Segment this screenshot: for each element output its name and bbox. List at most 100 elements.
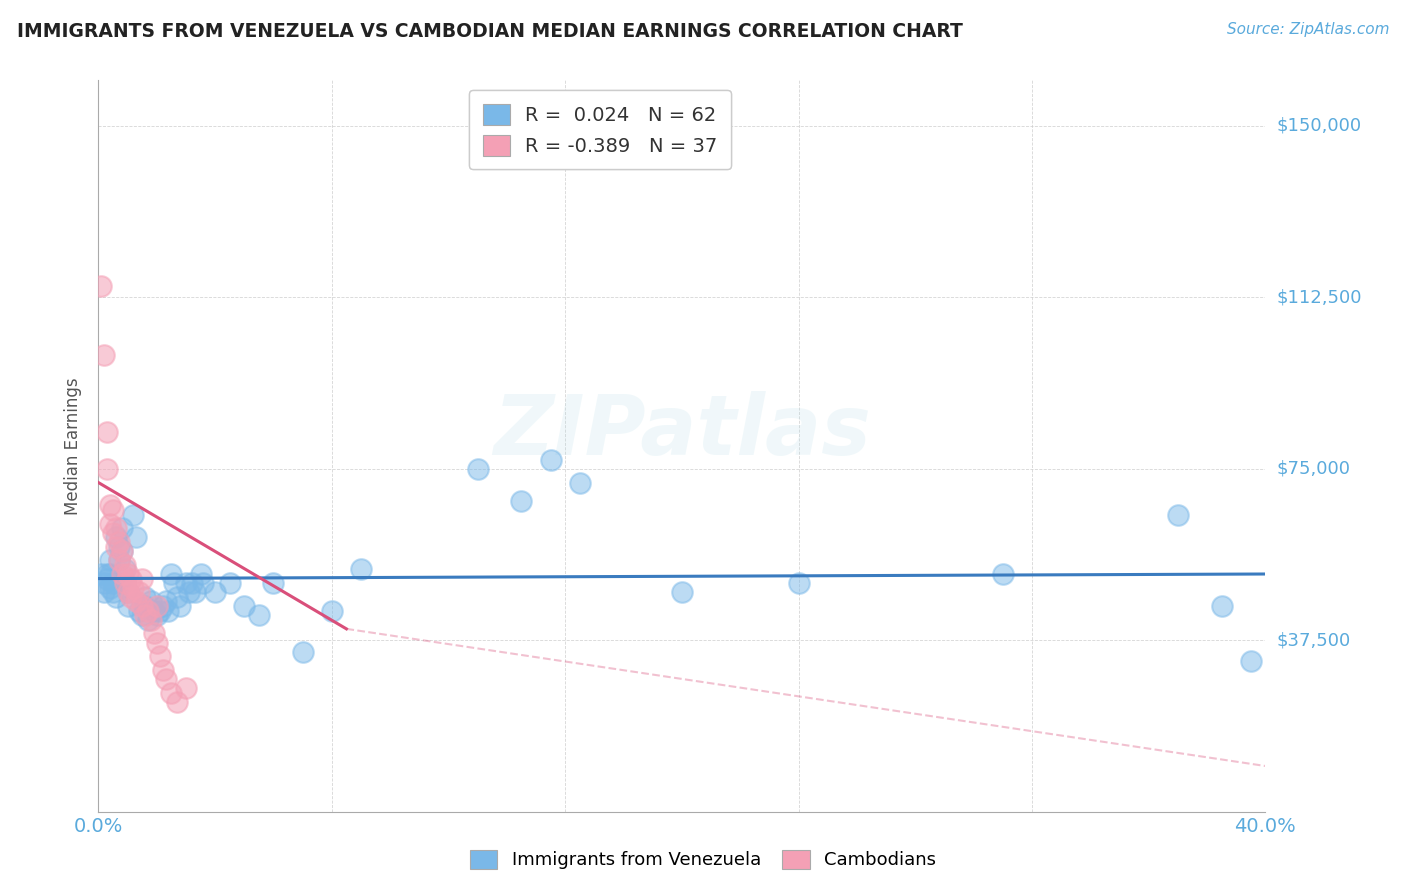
Point bbox=[101, 525, 124, 540]
Point bbox=[152, 599, 174, 613]
Point bbox=[177, 585, 200, 599]
Point bbox=[146, 599, 169, 613]
Text: $150,000: $150,000 bbox=[1277, 117, 1361, 135]
Point bbox=[131, 608, 153, 623]
Point bbox=[166, 695, 188, 709]
Point bbox=[139, 613, 162, 627]
Text: IMMIGRANTS FROM VENEZUELA VS CAMBODIAN MEDIAN EARNINGS CORRELATION CHART: IMMIGRANTS FROM VENEZUELA VS CAMBODIAN M… bbox=[17, 22, 963, 41]
Point bbox=[190, 567, 212, 582]
Point bbox=[146, 635, 169, 649]
Point bbox=[146, 608, 169, 623]
Point bbox=[93, 585, 115, 599]
Point bbox=[98, 516, 121, 531]
Text: $75,000: $75,000 bbox=[1277, 460, 1351, 478]
Point bbox=[291, 645, 314, 659]
Point bbox=[128, 603, 150, 617]
Point bbox=[117, 567, 139, 582]
Point bbox=[174, 681, 197, 696]
Point bbox=[671, 585, 693, 599]
Text: ZIPatlas: ZIPatlas bbox=[494, 391, 870, 472]
Point bbox=[90, 567, 112, 582]
Point bbox=[111, 521, 134, 535]
Point bbox=[218, 576, 240, 591]
Point bbox=[166, 590, 188, 604]
Point bbox=[90, 279, 112, 293]
Point bbox=[117, 585, 139, 599]
Point bbox=[93, 347, 115, 362]
Point bbox=[117, 585, 139, 599]
Point bbox=[111, 544, 134, 558]
Point bbox=[101, 576, 124, 591]
Point bbox=[157, 603, 180, 617]
Point bbox=[96, 572, 118, 586]
Y-axis label: Median Earnings: Median Earnings bbox=[65, 377, 83, 515]
Point bbox=[104, 590, 127, 604]
Point bbox=[101, 503, 124, 517]
Point bbox=[128, 585, 150, 599]
Point bbox=[262, 576, 284, 591]
Point bbox=[136, 603, 159, 617]
Point bbox=[183, 585, 205, 599]
Point bbox=[467, 462, 489, 476]
Point bbox=[114, 562, 136, 576]
Point bbox=[111, 567, 134, 582]
Point bbox=[136, 613, 159, 627]
Point bbox=[114, 558, 136, 572]
Point bbox=[321, 603, 343, 617]
Point bbox=[111, 544, 134, 558]
Point bbox=[1211, 599, 1233, 613]
Point bbox=[155, 594, 177, 608]
Point bbox=[169, 599, 191, 613]
Point bbox=[98, 567, 121, 582]
Point bbox=[510, 493, 533, 508]
Point bbox=[160, 686, 183, 700]
Point bbox=[163, 576, 186, 591]
Point bbox=[98, 581, 121, 595]
Point bbox=[104, 540, 127, 554]
Point bbox=[1167, 508, 1189, 522]
Point bbox=[96, 462, 118, 476]
Point bbox=[134, 608, 156, 623]
Point bbox=[117, 599, 139, 613]
Point bbox=[233, 599, 256, 613]
Legend: R =  0.024   N = 62, R = -0.389   N = 37: R = 0.024 N = 62, R = -0.389 N = 37 bbox=[470, 90, 731, 169]
Point bbox=[125, 530, 148, 544]
Point bbox=[96, 567, 118, 582]
Point bbox=[204, 585, 226, 599]
Point bbox=[101, 585, 124, 599]
Point bbox=[991, 567, 1014, 582]
Point bbox=[149, 649, 172, 664]
Point bbox=[149, 603, 172, 617]
Point bbox=[1240, 654, 1263, 668]
Point bbox=[104, 530, 127, 544]
Point bbox=[108, 553, 131, 567]
Point bbox=[160, 567, 183, 582]
Point bbox=[155, 672, 177, 686]
Point bbox=[134, 590, 156, 604]
Point bbox=[108, 553, 131, 567]
Point bbox=[134, 599, 156, 613]
Point bbox=[247, 608, 270, 623]
Point bbox=[142, 626, 165, 640]
Point bbox=[350, 562, 373, 576]
Point bbox=[787, 576, 810, 591]
Point bbox=[114, 576, 136, 591]
Point bbox=[120, 572, 142, 586]
Point bbox=[96, 425, 118, 440]
Point bbox=[125, 594, 148, 608]
Point bbox=[122, 508, 145, 522]
Point bbox=[98, 499, 121, 513]
Text: Source: ZipAtlas.com: Source: ZipAtlas.com bbox=[1226, 22, 1389, 37]
Text: $112,500: $112,500 bbox=[1277, 288, 1362, 307]
Text: $37,500: $37,500 bbox=[1277, 632, 1351, 649]
Point bbox=[104, 521, 127, 535]
Point bbox=[568, 475, 591, 490]
Point bbox=[540, 452, 562, 467]
Point bbox=[108, 540, 131, 554]
Point bbox=[139, 594, 162, 608]
Point bbox=[120, 590, 142, 604]
Point bbox=[98, 553, 121, 567]
Point bbox=[122, 581, 145, 595]
Point bbox=[108, 535, 131, 549]
Point bbox=[114, 576, 136, 591]
